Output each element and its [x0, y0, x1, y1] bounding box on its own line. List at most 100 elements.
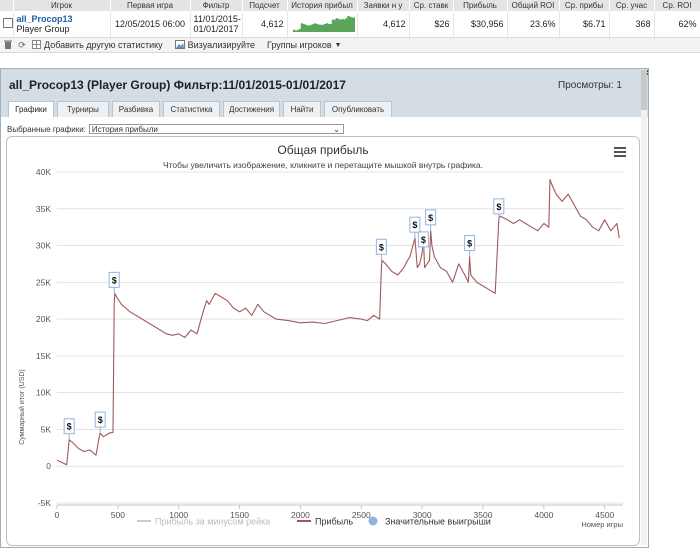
sparkline-bar	[331, 19, 334, 32]
col-header-total-roi[interactable]: Общий ROI	[507, 0, 560, 11]
refresh-icon[interactable]: ⟳	[18, 39, 26, 50]
big-win-label: $	[467, 239, 472, 249]
graph-select[interactable]: История прибыли ⌄	[88, 124, 344, 134]
x-tick-label: 4500	[595, 510, 614, 520]
tab-publish[interactable]: Опубликовать	[324, 101, 392, 117]
tab-statistics[interactable]: Статистика	[163, 101, 220, 117]
y-tick-label: 25K	[36, 277, 51, 287]
sparkline-bar	[329, 24, 332, 32]
col-header-first-game[interactable]: Первая игра	[110, 0, 191, 11]
y-tick-label: 10K	[36, 388, 51, 398]
y-tick-label: 30K	[36, 241, 51, 251]
sparkline-bar	[348, 16, 351, 32]
big-win-marker[interactable]: $	[63, 418, 75, 440]
tab-tournaments[interactable]: Турниры	[57, 101, 109, 117]
visualize-label: Визуализируйте	[187, 40, 255, 50]
chart-legend: Прибыль за минусом рейка Прибыль Значитель…	[137, 516, 491, 527]
profit-sparkline[interactable]	[292, 14, 355, 32]
first-game-cell: 12/05/2015 06:00	[110, 11, 191, 38]
player-cell[interactable]: all_Procop13 Player Group	[13, 11, 111, 38]
col-header-avg-profit[interactable]: Ср. прибы	[559, 0, 610, 11]
sparkline-bar	[300, 23, 303, 32]
table-row[interactable]: all_Procop13 Player Group 12/05/2015 06:…	[0, 11, 700, 38]
x-tick-label: 1000	[169, 510, 188, 520]
col-header-filter[interactable]: Фильтр	[190, 0, 243, 11]
image-icon	[174, 39, 185, 51]
sparkline-bar	[346, 16, 349, 32]
chart-grid	[57, 171, 623, 506]
big-win-marker[interactable]: $	[108, 271, 120, 294]
sparkline-bar	[323, 24, 326, 32]
x-tick-label: 4000	[534, 510, 553, 520]
big-win-label: $	[412, 220, 417, 230]
sparkline-cell[interactable]	[287, 11, 358, 38]
y-tick-label: 0	[46, 461, 51, 471]
big-win-marker[interactable]: $	[493, 198, 505, 220]
col-header-avg-participants[interactable]: Ср. учас	[609, 0, 655, 11]
sparkline-bar	[298, 29, 301, 32]
avg-profit-cell: $6.71	[559, 11, 610, 38]
big-win-marker[interactable]: $	[94, 411, 106, 434]
big-win-label: $	[428, 213, 433, 223]
chart-container[interactable]: -5K 0 5K 10K 15K 20K 25K 30K 35K 40K 0 500 1000 1500…	[6, 136, 640, 546]
sparkline-bar	[352, 17, 355, 32]
big-win-label: $	[67, 422, 72, 432]
y-tick-label: 5K	[41, 424, 52, 434]
col-header-profit-history[interactable]: История прибыл	[287, 0, 358, 11]
big-win-marker[interactable]: $	[375, 238, 387, 261]
col-header-avg-stake[interactable]: Ср. ставк	[409, 0, 454, 11]
col-header-avg-roi[interactable]: Ср. ROI	[654, 0, 700, 11]
sparkline-bar	[313, 23, 317, 32]
legend-item[interactable]: Прибыль за минусом рейка	[137, 517, 270, 527]
filter-cell: 11/01/2015- 01/01/2017	[190, 11, 243, 38]
sparkline-bar	[302, 24, 305, 32]
sparkline-bar	[311, 24, 315, 32]
legend-item[interactable]: Прибыль	[297, 517, 353, 527]
chart-title: Общая прибыль	[277, 143, 368, 157]
legend-item[interactable]: Значительные выигрыши	[368, 516, 491, 527]
entries-cell: 4,612	[357, 11, 410, 38]
big-win-marker[interactable]: $	[409, 216, 421, 239]
x-tick-label: 500	[111, 510, 125, 520]
big-win-label: $	[98, 415, 103, 425]
col-header-player[interactable]: Игрок	[13, 0, 111, 11]
y-tick-label: 15K	[36, 351, 51, 361]
player-groups-dropdown[interactable]: Группы игроков ▼	[267, 40, 342, 50]
x-axis-ticks: 0 500 1000 1500 2000 2500 3000 3500 4000 4500	[55, 505, 614, 520]
y-tick-label: 40K	[36, 167, 51, 177]
big-win-marker[interactable]: $	[425, 209, 437, 231]
views-count: Просмотры: 1	[558, 80, 622, 91]
player-name-link[interactable]: all_Procop13	[16, 14, 73, 24]
row-checkbox-cell[interactable]	[0, 11, 14, 38]
sparkline-bar	[304, 24, 307, 32]
big-win-marker[interactable]: $	[464, 235, 476, 257]
filter-line-2: 01/01/2017	[193, 24, 239, 34]
col-header-profit[interactable]: Прибыль	[453, 0, 508, 11]
count-cell: 4,612	[242, 11, 288, 38]
add-stat-button[interactable]: Добавить другую статистику	[31, 39, 163, 51]
big-win-label: $	[379, 242, 384, 252]
scrollbar-thumb[interactable]	[641, 70, 647, 110]
col-header-entries[interactable]: Заявки н у	[357, 0, 410, 11]
chart-menu-button[interactable]	[612, 145, 628, 159]
row-checkbox[interactable]	[3, 18, 12, 28]
vertical-scrollbar[interactable]	[641, 70, 647, 545]
visualize-button[interactable]: Визуализируйте	[174, 39, 255, 51]
sparkline-bar	[296, 29, 299, 32]
sparkline-bar	[317, 24, 320, 32]
tab-breakdown[interactable]: Разбивка	[112, 101, 160, 117]
graph-selector-row: Выбранные графики: История прибыли ⌄	[7, 124, 344, 134]
menu-icon	[614, 147, 626, 149]
trash-icon[interactable]	[3, 40, 13, 51]
big-win-markers: $ $ $ $ $ $ $ $ $	[63, 198, 505, 440]
tab-achievements[interactable]: Достижения	[223, 101, 280, 117]
tab-find[interactable]: Найти	[283, 101, 321, 117]
profit-cell: $30,956	[453, 11, 508, 38]
sparkline-bar	[340, 18, 344, 32]
big-win-marker[interactable]: $	[417, 231, 429, 253]
col-header-count[interactable]: Подсчет	[242, 0, 288, 11]
graph-selector-label: Выбранные графики:	[7, 124, 86, 134]
tab-graphs[interactable]: Графики	[8, 101, 54, 117]
dialog-header[interactable]: all_Procop13 (Player Group) Фильтр:11/01…	[1, 69, 648, 101]
